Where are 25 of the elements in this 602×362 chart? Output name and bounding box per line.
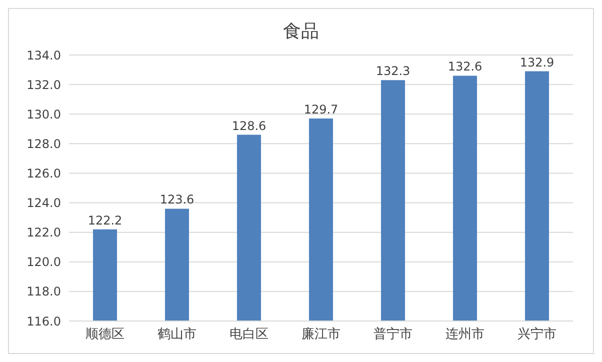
y-tick-label: 118.0 bbox=[26, 284, 61, 299]
y-tick-label: 124.0 bbox=[26, 196, 61, 210]
chart-title: 食品 bbox=[282, 20, 320, 44]
data-label: 122.2 bbox=[88, 213, 122, 228]
y-tick-label: 134.0 bbox=[26, 48, 61, 62]
data-label: 128.6 bbox=[232, 118, 266, 133]
x-tick-label: 连州市 bbox=[446, 327, 484, 342]
x-tick-label: 兴宁市 bbox=[518, 326, 556, 342]
x-tick-label: 鹤山市 bbox=[158, 327, 196, 342]
y-tick-label: 116.0 bbox=[26, 314, 61, 328]
y-tick-label: 132.0 bbox=[26, 78, 61, 92]
data-label: 132.6 bbox=[448, 60, 482, 74]
y-tick-label: 130.0 bbox=[26, 107, 61, 122]
y-tick-label: 122.0 bbox=[26, 226, 61, 240]
data-label: 132.3 bbox=[376, 64, 410, 78]
y-tick-label: 128.0 bbox=[26, 136, 61, 151]
data-label: 132.9 bbox=[520, 55, 554, 70]
y-tick-label: 126.0 bbox=[26, 166, 61, 180]
x-tick-label: 普宁市 bbox=[374, 326, 412, 342]
x-tick-label: 电白区 bbox=[230, 327, 268, 342]
x-tick-label: 廉江市 bbox=[302, 327, 340, 342]
x-tick-label: 顺德区 bbox=[86, 327, 124, 342]
y-tick-label: 120.0 bbox=[26, 255, 61, 270]
data-label: 129.7 bbox=[304, 102, 338, 117]
data-label: 123.6 bbox=[160, 192, 194, 207]
